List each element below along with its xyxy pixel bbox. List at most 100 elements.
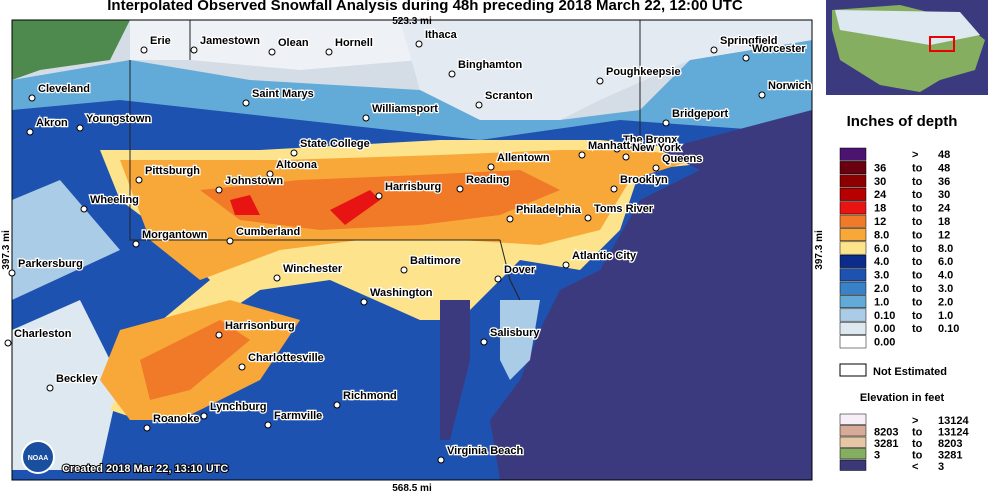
city-labels: Erie Jamestown Olean Hornell Ithaca Springfie… [4,28,813,464]
elevation-label: to [912,450,923,462]
city-marker [360,298,368,306]
city-marker [4,339,12,347]
city-label: Washington [370,287,433,299]
depth-label: 2.0 [874,283,889,295]
depth-swatch [839,201,867,215]
city-marker [437,456,445,464]
city-label: Williamsport [372,103,438,115]
depth-label: 3.0 [938,283,953,295]
elevation-label: 3 [874,450,880,462]
depth-label: to [912,229,923,241]
city-marker [584,214,592,222]
city-label: Manhattan [588,140,643,152]
city-marker [80,205,88,213]
legend-title: Inches of depth [847,113,958,130]
depth-label: 6.0 [874,243,889,255]
elevation-swatch [839,413,867,425]
city-marker [506,215,514,223]
city-label: Springfield [720,35,777,47]
bottom-scale: 568.5 mi [392,483,432,493]
city-label: Saint Marys [252,88,314,100]
depth-swatch [839,214,867,228]
depth-label: 18 [938,216,950,228]
city-marker [135,176,143,184]
city-marker [28,94,36,102]
depth-label: 24 [938,203,951,215]
city-marker [613,145,621,153]
city-label: Virginia Beach [447,445,523,457]
city-marker [325,48,333,56]
depth-swatch [839,335,867,349]
depth-label: 0.00 [874,337,895,349]
city-label: Richmond [343,390,397,402]
depth-swatch [839,187,867,201]
depth-label: to [912,162,923,174]
city-marker [742,54,750,62]
elevation-label: 13124 [938,415,969,427]
city-marker [200,412,208,420]
elevation-label: < [912,461,918,473]
city-label: Toms River [594,203,654,215]
city-label: Charlottesville [248,352,324,364]
city-label: Wheeling [90,194,139,206]
depth-label: 36 [938,176,950,188]
depth-label: 3.0 [874,270,889,282]
depth-label: 24 [874,189,887,201]
elevation-label: 8203 [938,438,962,450]
city-marker [480,338,488,346]
depth-label: to [912,256,923,268]
depth-label: 48 [938,162,950,174]
city-label: State College [300,138,370,150]
city-marker [578,151,586,159]
city-label: Charleston [14,328,72,340]
city-marker [242,99,250,107]
depth-label: to [912,310,923,322]
city-label: Roanoke [153,413,199,425]
city-label: Olean [278,37,309,49]
city-marker [375,192,383,200]
not-estimated-swatch [839,363,867,377]
depth-label: 18 [874,203,886,215]
depth-label: 12 [874,216,886,228]
city-marker [400,266,408,274]
city-label: Dover [504,264,536,276]
city-marker [710,46,718,54]
city-label: Baltimore [410,255,461,267]
not-estimated-label: Not Estimated [873,366,947,378]
depth-swatch [839,228,867,242]
city-label: Queens [662,153,702,165]
city-label: Pittsburgh [145,165,200,177]
elevation-label: 3 [938,461,944,473]
city-label: Salisbury [490,327,540,339]
city-marker [562,261,570,269]
city-marker [140,46,148,54]
created-note: Created 2018 Mar 22, 13:10 UTC [62,463,228,475]
city-marker [215,331,223,339]
city-marker [226,237,234,245]
city-marker [273,274,281,282]
city-label: Parkersburg [18,258,83,270]
city-label: Harrisburg [385,181,441,193]
elevation-label: 8203 [874,427,898,439]
depth-label: 12 [938,229,950,241]
city-label: Cumberland [236,226,300,238]
depth-label: 4.0 [938,270,953,282]
city-label: Jamestown [200,35,260,47]
depth-swatch [839,254,867,268]
city-label: Erie [150,35,171,47]
city-marker [26,128,34,136]
city-label: Allentown [497,152,550,164]
city-label: Altoona [276,159,318,171]
depth-swatch [839,295,867,309]
depth-label: 36 [874,162,886,174]
depth-label: 30 [938,189,950,201]
city-marker [610,185,618,193]
top-scale: 523.3 mi [392,16,432,27]
depth-swatch [839,281,867,295]
city-label: Worcester [752,43,806,55]
city-label: Cleveland [38,83,90,95]
depth-label: to [912,203,923,215]
city-marker [448,70,456,78]
city-marker [190,46,198,54]
elevation-label: to [912,427,923,439]
